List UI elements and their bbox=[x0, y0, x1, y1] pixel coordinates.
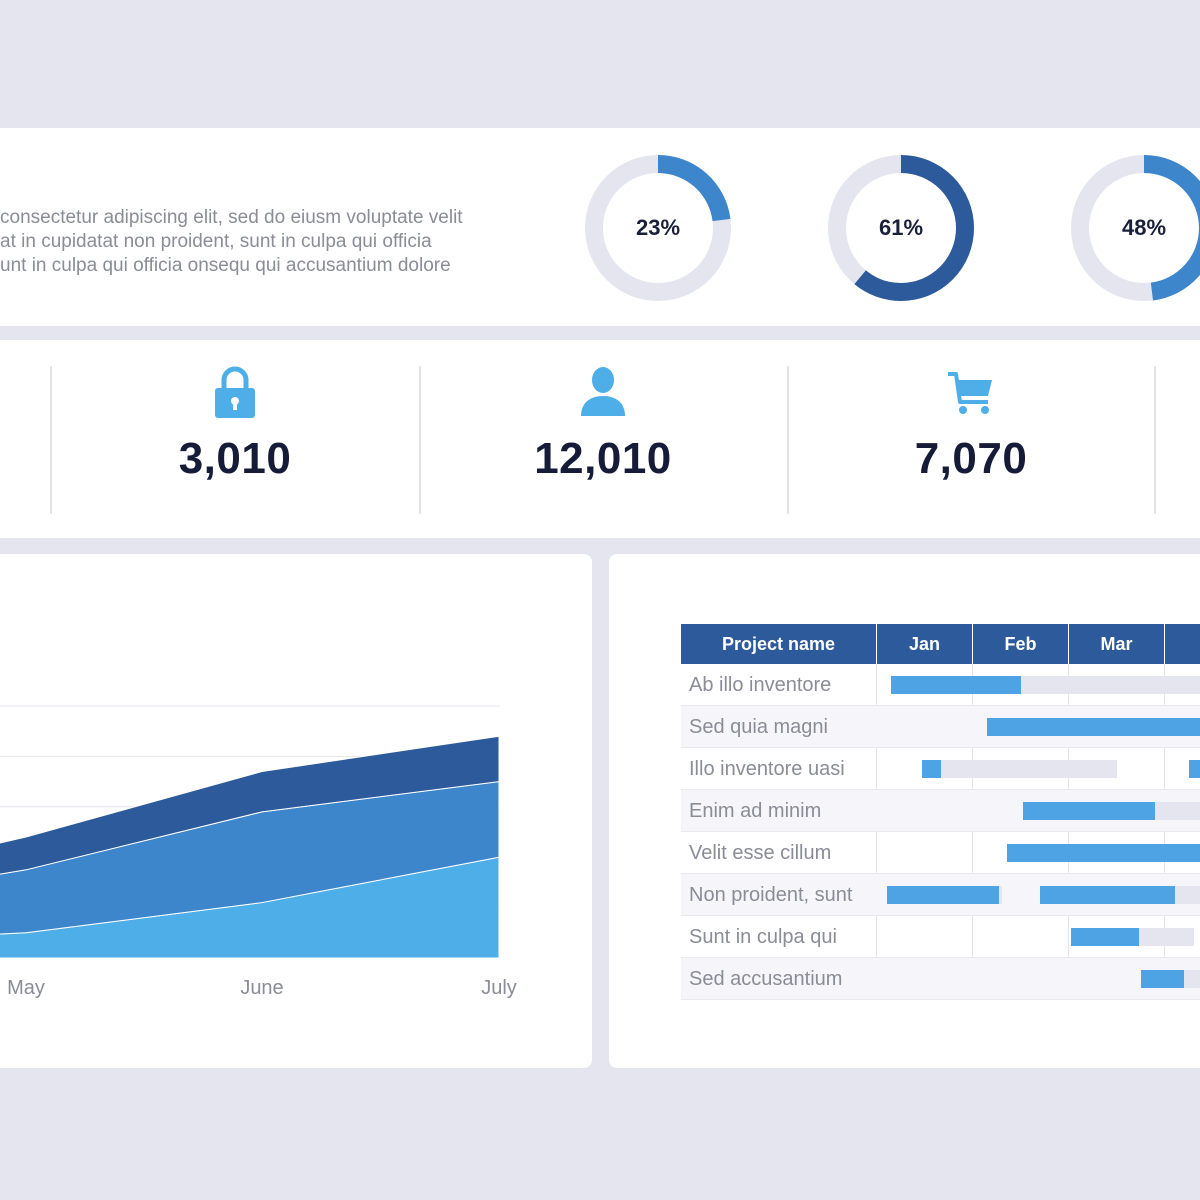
gantt-bar bbox=[922, 760, 942, 778]
gantt-task-name: Sed accusantium bbox=[689, 968, 843, 990]
description-line-1: consectetur adipiscing elit, sed do eius… bbox=[0, 207, 463, 228]
gantt-column-line bbox=[876, 664, 877, 1000]
gantt-header-project: Project name bbox=[681, 624, 876, 664]
description-line-3: unt in culpa qui officia onsequ qui accu… bbox=[0, 255, 451, 276]
donut-label: 23% bbox=[635, 215, 681, 240]
description-text: consectetur adipiscing elit, sed do eius… bbox=[0, 206, 560, 278]
gantt-task-name: Ab illo inventore bbox=[689, 674, 832, 696]
summary-panel: consectetur adipiscing elit, sed do eius… bbox=[0, 128, 1200, 326]
donut-arc bbox=[585, 155, 731, 301]
donut-arc bbox=[828, 155, 974, 301]
gantt-row bbox=[681, 916, 1200, 958]
donut-label: 61% bbox=[878, 215, 924, 240]
area-series-3 bbox=[0, 735, 500, 875]
gantt-column-line bbox=[1164, 664, 1165, 1000]
gantt-row bbox=[681, 832, 1200, 874]
x-tick-label: June bbox=[240, 977, 283, 999]
gantt-bar bbox=[987, 718, 1200, 736]
stat-value: 3,010 bbox=[178, 434, 292, 483]
gantt-row bbox=[681, 748, 1200, 790]
description-line-2: at in cupidatat non proident, sunt in cu… bbox=[0, 231, 432, 252]
gantt-bar bbox=[1006, 844, 1200, 862]
gantt-bar bbox=[1141, 970, 1185, 988]
gantt-header-month: Feb bbox=[973, 624, 1068, 664]
donut-chart-3: 48% bbox=[1070, 154, 1200, 302]
stat-value: 7,070 bbox=[914, 434, 1028, 483]
gantt-header-month: Mar bbox=[1069, 624, 1164, 664]
gantt-task-name: Illo inventore uasi bbox=[689, 758, 845, 780]
donut-chart-2: 61% bbox=[827, 154, 975, 302]
donut-label: 48% bbox=[1121, 215, 1167, 240]
gantt-track bbox=[922, 760, 1117, 778]
gantt-column-line bbox=[972, 664, 973, 1000]
stat-divider bbox=[787, 366, 789, 514]
gantt-task-name: Sunt in culpa qui bbox=[689, 926, 837, 948]
gantt-row bbox=[681, 706, 1200, 748]
gantt-row bbox=[681, 664, 1200, 706]
stat-card-2: 12,010 bbox=[453, 364, 753, 484]
gantt-bar bbox=[1022, 802, 1156, 820]
gantt-header-month: A bbox=[1165, 624, 1200, 664]
donut-chart-1: 23% bbox=[584, 154, 732, 302]
gantt-task-name: Velit esse cillum bbox=[689, 842, 832, 864]
user-icon bbox=[581, 367, 625, 416]
gantt-bar bbox=[886, 886, 999, 904]
stat-value: 12,010 bbox=[534, 434, 672, 483]
gantt-panel: Project name Jan Feb Mar A Ab illo inven… bbox=[609, 554, 1200, 1068]
cart-icon bbox=[948, 372, 992, 414]
gantt-bar bbox=[891, 676, 1021, 694]
stat-card-3: 7,070 bbox=[821, 364, 1121, 484]
gantt-task-name: Sed quia magni bbox=[689, 716, 828, 738]
gantt-task-name: Non proident, sunt bbox=[689, 884, 853, 906]
stat-divider bbox=[50, 366, 52, 514]
gantt-task-name: Enim ad minim bbox=[689, 800, 822, 822]
lock-icon bbox=[215, 366, 255, 418]
stat-card-1: 3,010 bbox=[85, 364, 385, 484]
gantt-column-line bbox=[1068, 664, 1069, 1000]
gantt-row bbox=[681, 958, 1200, 1000]
donut-arc bbox=[1071, 155, 1200, 301]
x-tick-label: May bbox=[7, 977, 45, 999]
area-chart-panel: May June July bbox=[0, 554, 592, 1068]
stat-divider bbox=[1154, 366, 1156, 514]
x-tick-label: July bbox=[481, 977, 517, 999]
gantt-bar bbox=[1189, 760, 1200, 778]
stat-divider bbox=[419, 366, 421, 514]
gantt-bar bbox=[1070, 928, 1140, 946]
stats-panel: 3,010 12,010 7,070 bbox=[0, 340, 1200, 538]
area-chart: May June July bbox=[0, 705, 517, 999]
gantt-header-month: Jan bbox=[877, 624, 972, 664]
gantt-bar bbox=[1040, 886, 1175, 904]
